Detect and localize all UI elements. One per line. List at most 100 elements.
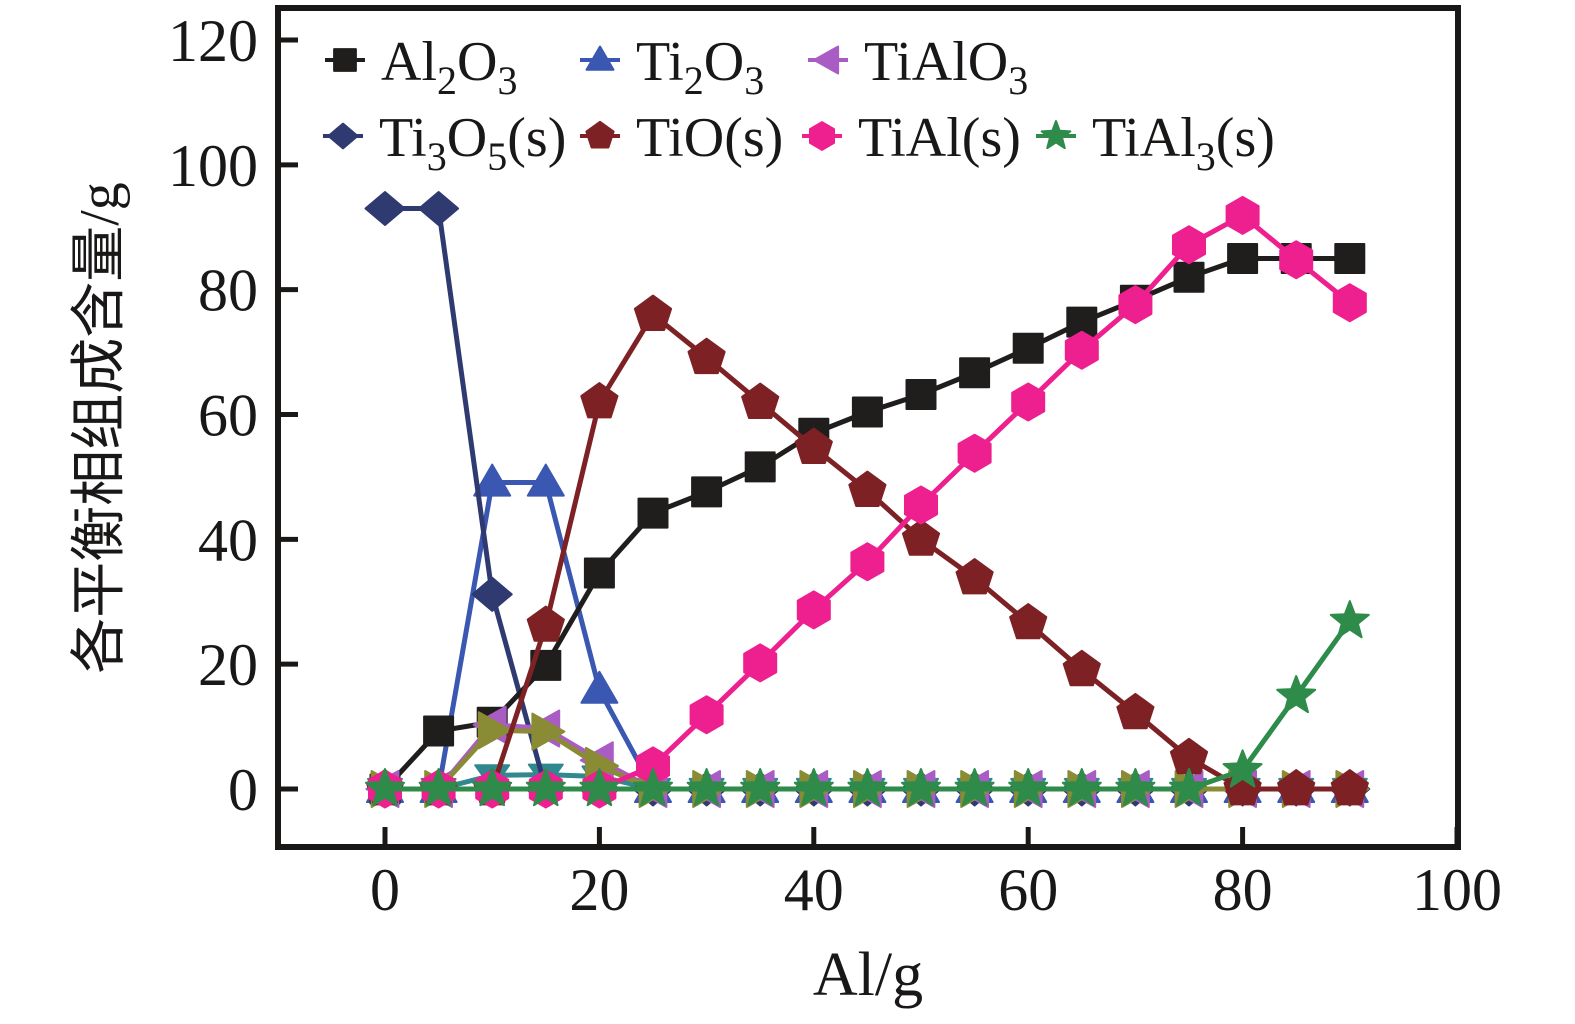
legend-item-al2o3: Al2O3 (325, 31, 517, 103)
series-marker-tial3 (1169, 768, 1209, 807)
series-marker-tial3 (1276, 675, 1317, 714)
series-marker-tio (955, 558, 994, 595)
series-marker-tio (687, 337, 726, 375)
series-marker-unlabeled_right_triangle (531, 712, 566, 751)
series-marker-tio (1116, 692, 1155, 730)
series-marker-al2o3 (1334, 243, 1366, 274)
series-marker-tial (1279, 240, 1314, 280)
y-tick-label: 60 (198, 382, 258, 448)
legend-label-tial3: TiAl3(s) (1092, 107, 1275, 179)
legend-label-ti2o3: Ti2O3 (636, 31, 764, 103)
series-marker-tio (741, 382, 780, 419)
series-marker-tial3 (1329, 600, 1370, 639)
series-marker-tial3 (901, 768, 941, 807)
legend-marker-al2o3 (333, 48, 357, 72)
series-marker-tial3 (1061, 768, 1102, 807)
series-marker-tial3 (579, 768, 620, 807)
series-line-al2o3 (382, 256, 1353, 792)
legend-item-tial3: TiAl3(s) (1036, 107, 1275, 179)
legend-item-tial: TiAl(s) (802, 107, 1021, 169)
series-marker-al2o3 (851, 396, 883, 428)
series-marker-al2o3 (423, 715, 455, 747)
legend-item-tio: TiO(s) (580, 107, 783, 169)
legend-item-ti3o5: Ti3O5(s) (323, 107, 566, 179)
plot-frame-group (275, 5, 1461, 850)
series-marker-tial3 (686, 768, 727, 807)
series-marker-ti3o5 (364, 191, 406, 226)
series-marker-al2o3 (1173, 261, 1205, 293)
series-ti2o3 (366, 463, 1369, 803)
series-marker-tial (957, 433, 992, 473)
series-marker-tial3 (525, 768, 566, 807)
x-tick-label: 80 (1213, 857, 1273, 923)
x-tick-label: 40 (784, 857, 844, 923)
legend-label-tialo3: TiAlO3 (864, 31, 1028, 103)
legend-label-al2o3: Al2O3 (381, 31, 517, 103)
x-tick-label: 0 (370, 857, 400, 923)
series-marker-ti2o3 (473, 463, 512, 497)
series-al2o3 (369, 243, 1366, 805)
series-marker-tial3 (954, 768, 995, 807)
legend: Al2O3 Ti2O3 TiAlO3 Ti3O5(s) TiO(s) TiAl(s) TiA… (323, 31, 1275, 179)
series-marker-ti3o5 (471, 576, 513, 612)
x-tick-label: 100 (1412, 857, 1502, 923)
legend-label-ti3o5: Ti3O5(s) (379, 107, 566, 179)
legend-marker-tialo3 (813, 45, 840, 75)
y-tick-label: 80 (198, 258, 258, 324)
series-marker-tial (1332, 283, 1367, 323)
series-marker-al2o3 (1012, 332, 1044, 364)
y-axis-title: 各平衡相组成含量/g (69, 182, 131, 674)
series-marker-tial (1225, 195, 1260, 235)
legend-label-tio: TiO(s) (636, 107, 783, 169)
y-tick-label: 40 (198, 507, 258, 573)
x-tick-label: 20 (569, 857, 629, 923)
series-marker-tial (1118, 285, 1153, 325)
series-marker-tio (1062, 649, 1101, 687)
series-marker-tial (904, 485, 938, 525)
series-marker-tial3 (1008, 768, 1049, 807)
series-marker-tial (1064, 330, 1099, 370)
series-marker-tio (526, 605, 565, 642)
y-tick-label: 100 (168, 133, 258, 199)
series-marker-ti2o3 (580, 670, 619, 704)
legend-item-tialo3: TiAlO3 (808, 31, 1028, 103)
series-marker-tial (1172, 225, 1206, 265)
x-tick-label: 60 (998, 857, 1058, 923)
y-tick-label: 20 (198, 632, 258, 698)
series-marker-unlabeled_right_triangle (477, 711, 512, 750)
series-marker-tial3 (793, 768, 834, 807)
legend-marker-tio (585, 120, 615, 149)
series-marker-tio (901, 519, 941, 556)
series-marker-tial3 (418, 768, 459, 807)
series-marker-tial3 (1115, 768, 1156, 807)
series-marker-al2o3 (959, 357, 991, 389)
series-marker-al2o3 (637, 497, 669, 529)
series-marker-tial3 (472, 768, 513, 807)
x-axis-title: Al/g (813, 941, 923, 1009)
series-marker-tio (633, 294, 673, 331)
series-marker-tial (689, 695, 724, 735)
series-marker-tial3 (365, 768, 405, 807)
series-marker-al2o3 (905, 379, 937, 410)
series-marker-tial3 (847, 768, 888, 807)
series-marker-tio (1009, 603, 1048, 640)
series-marker-tio (580, 382, 619, 419)
legend-label-tial: TiAl(s) (858, 107, 1021, 169)
series-marker-tio (1277, 769, 1316, 806)
legend-marker-ti3o5 (327, 122, 359, 150)
y-tick-label: 0 (228, 757, 258, 823)
series-marker-tial3 (740, 768, 781, 807)
series-marker-al2o3 (583, 557, 615, 589)
series-marker-al2o3 (691, 476, 723, 508)
series-marker-tial3 (1222, 749, 1263, 788)
legend-marker-tial3 (1040, 120, 1072, 150)
series-marker-tial (1011, 382, 1046, 422)
y-tick-label: 120 (168, 8, 258, 74)
series-marker-tio (1330, 769, 1369, 806)
series-marker-tio (848, 470, 887, 507)
series-line-ti2o3 (382, 480, 1353, 792)
series-marker-ti2o3 (526, 463, 565, 497)
series-marker-tio (794, 427, 833, 464)
